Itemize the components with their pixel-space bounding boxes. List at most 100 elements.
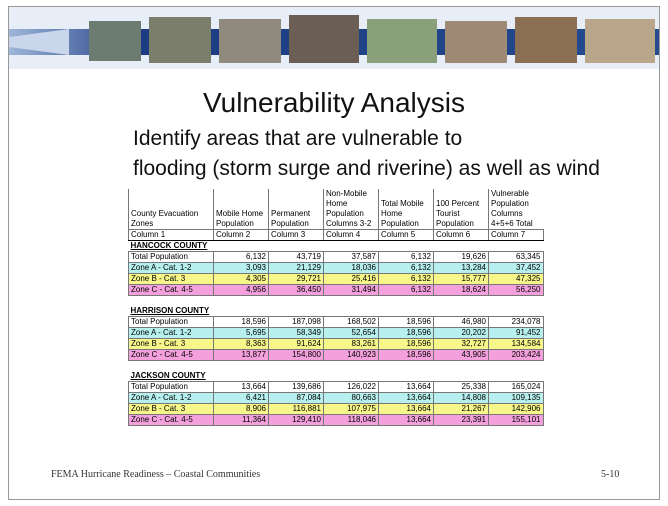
cell-value: 15,777 (434, 274, 489, 285)
cell-value: 37,452 (489, 263, 544, 274)
cell-value: 80,663 (324, 393, 379, 404)
cell-value: 6,132 (379, 263, 434, 274)
cell-value: 29,721 (269, 274, 324, 285)
column-header: County Evacuation Zones (129, 189, 214, 230)
cell-value: 155,101 (489, 415, 544, 426)
cell-value: 43,719 (269, 252, 324, 263)
cell-value: 140,923 (324, 350, 379, 361)
cell-value: 91,624 (269, 339, 324, 350)
cell-value: 4,956 (214, 285, 269, 296)
cell-value: 32,727 (434, 339, 489, 350)
cell-value: 21,267 (434, 404, 489, 415)
cell-value: 8,363 (214, 339, 269, 350)
cell-value: 18,596 (379, 339, 434, 350)
cell-value: 118,046 (324, 415, 379, 426)
row-label: Zone B - Cat. 3 (129, 404, 214, 415)
column-header: Vulnerable Population Columns 4+5+6 Tota… (489, 189, 544, 230)
cell-value: 23,391 (434, 415, 489, 426)
cell-value: 58,349 (269, 328, 324, 339)
page: Vulnerability Analysis Identify areas th… (0, 6, 668, 506)
slide: Vulnerability Analysis Identify areas th… (8, 6, 660, 500)
column-number: Column 3 (269, 230, 324, 241)
spacer-row (129, 296, 544, 307)
cell-value: 8,906 (214, 404, 269, 415)
column-number: Column 6 (434, 230, 489, 241)
cell-value: 36,450 (269, 285, 324, 296)
footer-left: FEMA Hurricane Readiness – Coastal Commu… (51, 469, 260, 480)
banner (9, 7, 660, 69)
section-row: JACKSON COUNTY (129, 371, 544, 382)
cell-value: 6,421 (214, 393, 269, 404)
spacer-row (129, 361, 544, 372)
cell-value: 13,877 (214, 350, 269, 361)
cell-value: 107,975 (324, 404, 379, 415)
row-label: Zone A - Cat. 1-2 (129, 328, 214, 339)
cell-value: 13,664 (379, 404, 434, 415)
cell-value: 3,093 (214, 263, 269, 274)
cell-value: 5,695 (214, 328, 269, 339)
row-label: Zone B - Cat. 3 (129, 274, 214, 285)
row-label: Total Population (129, 252, 214, 263)
spacer-cell (129, 361, 544, 372)
subtitle-line: Identify areas that are vulnerable to (133, 127, 462, 151)
cell-value: 14,808 (434, 393, 489, 404)
spacer-cell (129, 296, 544, 307)
cell-value: 63,345 (489, 252, 544, 263)
cell-value: 18,624 (434, 285, 489, 296)
cell-value: 165,024 (489, 382, 544, 393)
cell-value: 56,250 (489, 285, 544, 296)
cell-value: 4,305 (214, 274, 269, 285)
column-header: 100 Percent Tourist Population (434, 189, 489, 230)
cell-value: 116,881 (269, 404, 324, 415)
cell-value: 43,905 (434, 350, 489, 361)
cell-value: 168,502 (324, 317, 379, 328)
cell-value: 6,132 (379, 274, 434, 285)
row-label: Zone C - Cat. 4-5 (129, 285, 214, 296)
column-number: Column 4 (324, 230, 379, 241)
cell-value: 91,452 (489, 328, 544, 339)
section-row: HANCOCK COUNTY (129, 241, 544, 252)
cell-value: 37,587 (324, 252, 379, 263)
cell-value: 13,664 (379, 393, 434, 404)
cell-value: 31,494 (324, 285, 379, 296)
cell-value: 25,416 (324, 274, 379, 285)
cell-value: 6,132 (379, 252, 434, 263)
cell-value: 83,261 (324, 339, 379, 350)
cell-value: 87,084 (269, 393, 324, 404)
cell-value: 46,980 (434, 317, 489, 328)
cell-value: 18,596 (214, 317, 269, 328)
cell-value: 13,664 (379, 382, 434, 393)
cell-value: 19,626 (434, 252, 489, 263)
cell-value: 203,424 (489, 350, 544, 361)
section-fill (269, 241, 544, 252)
cell-value: 25,338 (434, 382, 489, 393)
cell-value: 129,410 (269, 415, 324, 426)
county-name: HARRISON COUNTY (129, 306, 269, 317)
column-number: Column 1 (129, 230, 214, 241)
county-name: HANCOCK COUNTY (129, 241, 269, 252)
column-header: Total Mobile Home Population (379, 189, 434, 230)
cell-value: 234,078 (489, 317, 544, 328)
cell-value: 126,022 (324, 382, 379, 393)
column-number: Column 7 (489, 230, 544, 241)
slide-title: Vulnerability Analysis (9, 87, 659, 119)
row-label: Total Population (129, 317, 214, 328)
cell-value: 13,664 (379, 415, 434, 426)
row-label: Zone A - Cat. 1-2 (129, 393, 214, 404)
cell-value: 18,596 (379, 350, 434, 361)
cell-value: 47,325 (489, 274, 544, 285)
cell-value: 187,098 (269, 317, 324, 328)
